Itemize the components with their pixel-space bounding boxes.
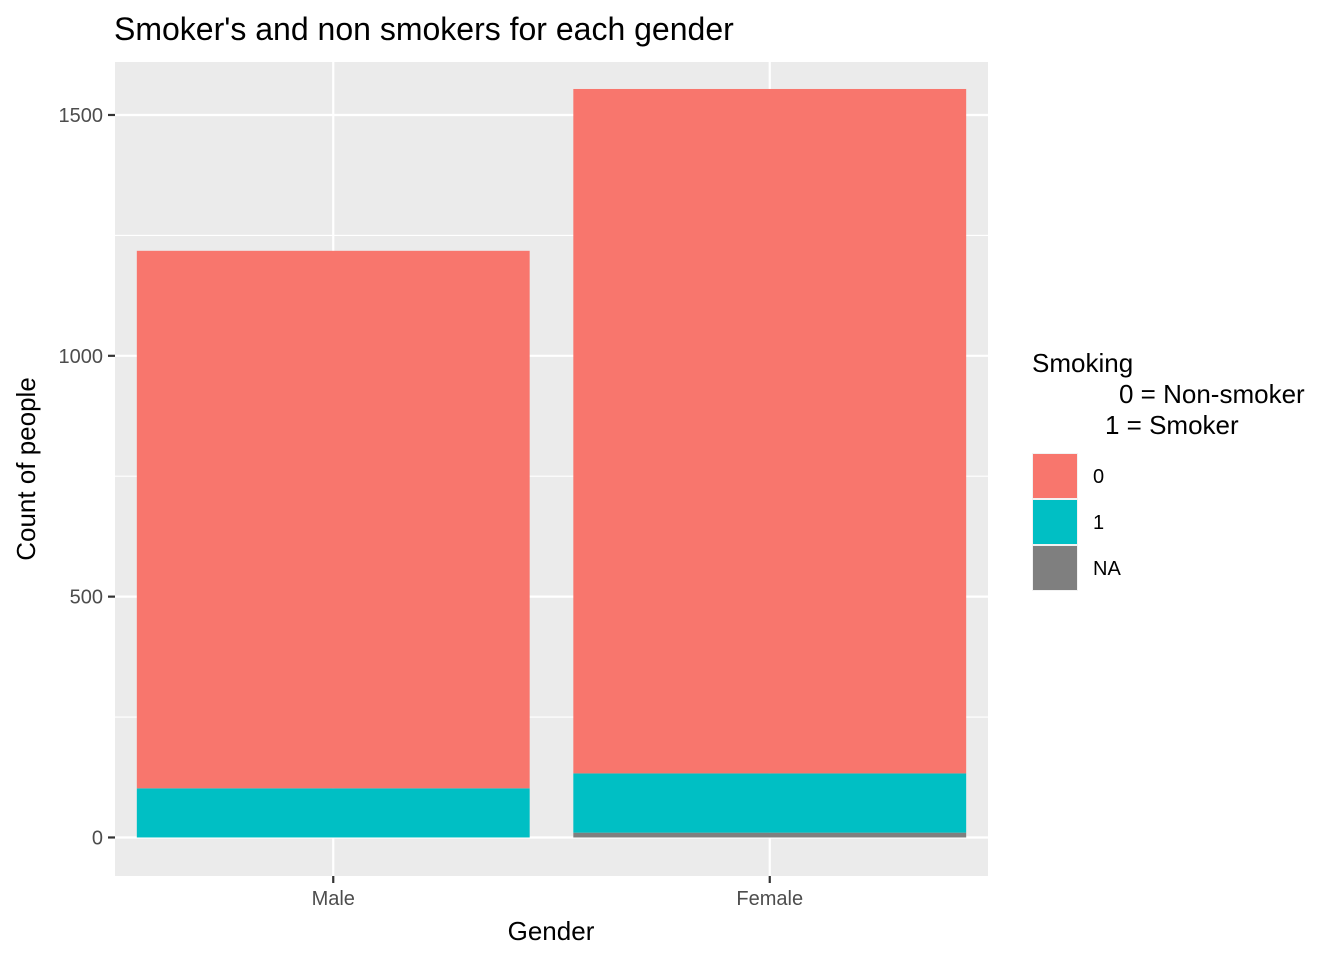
y-tick-label: 1000 [59, 346, 104, 368]
x-axis: Male Female [312, 876, 803, 910]
legend-key-label: NA [1093, 558, 1121, 580]
y-tick-label: 500 [70, 587, 103, 609]
x-axis-title: Gender [508, 916, 595, 946]
legend-key-label: 1 [1093, 512, 1104, 534]
legend-key-label: 0 [1093, 466, 1104, 488]
legend-title-line: 1 = Smoker [1105, 410, 1239, 440]
bar-segment [573, 88, 967, 774]
y-axis-title: Count of people [11, 377, 41, 561]
bar-segment [573, 832, 967, 838]
bar-segment [136, 250, 530, 789]
x-tick-label: Male [312, 888, 355, 910]
legend-key-swatch [1033, 454, 1077, 498]
legend-key-swatch [1033, 546, 1077, 590]
bar-segment [136, 788, 530, 838]
y-axis: 0 500 1000 1500 [59, 105, 115, 849]
y-tick-label: 1500 [59, 105, 104, 127]
legend-key-swatch [1033, 500, 1077, 544]
y-tick-label: 0 [92, 827, 103, 849]
bar-segment [573, 773, 967, 833]
legend-title-line: Smoking [1032, 348, 1133, 378]
x-tick-label: Female [736, 888, 803, 910]
bars [136, 88, 967, 838]
legend-title-line: 0 = Non-smoker [1119, 379, 1305, 409]
chart-title: Smoker's and non smokers for each gender [114, 11, 734, 47]
